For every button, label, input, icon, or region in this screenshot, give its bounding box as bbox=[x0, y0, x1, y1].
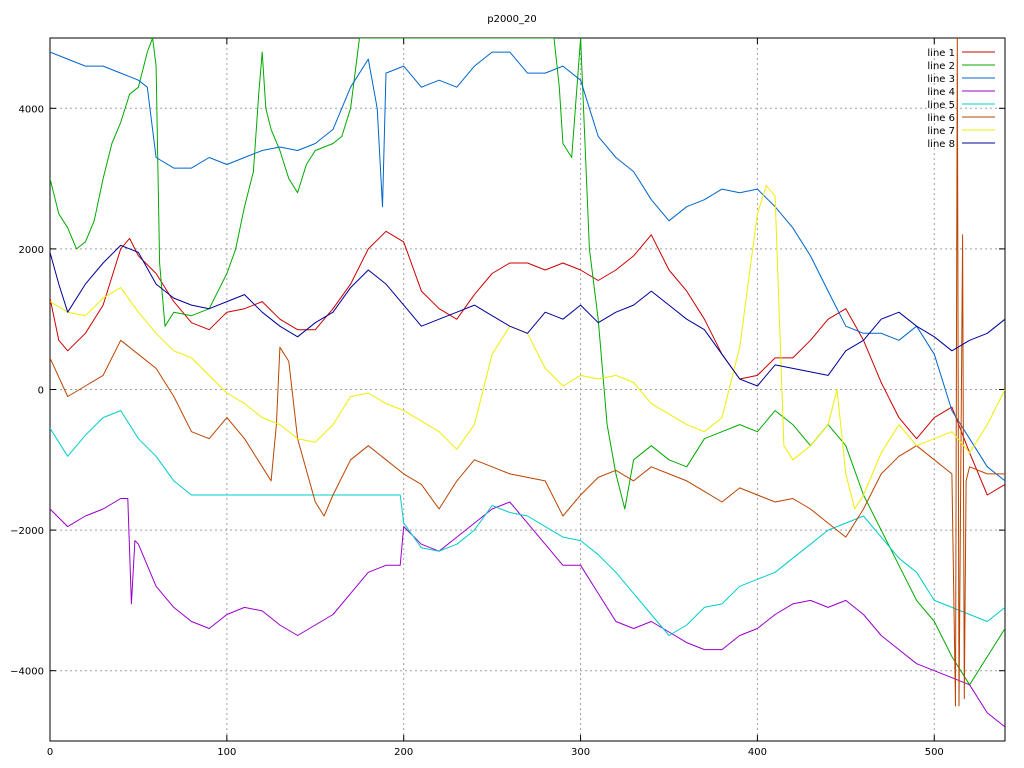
x-tick-label: 300 bbox=[571, 747, 590, 758]
series-line-4 bbox=[50, 498, 1005, 728]
x-tick-label: 0 bbox=[47, 747, 53, 758]
y-tick-label: 0 bbox=[38, 386, 44, 397]
chart-title: p2000_20 bbox=[487, 14, 537, 25]
x-tick-label: 400 bbox=[748, 747, 767, 758]
series-line-5 bbox=[50, 410, 1005, 636]
y-tick-label: −4000 bbox=[10, 667, 44, 678]
x-tick-label: 100 bbox=[217, 747, 236, 758]
x-tick-label: 500 bbox=[925, 747, 944, 758]
y-tick-label: 2000 bbox=[19, 245, 44, 256]
axis-ticks: 0 100 200 300 400 500 −4000 −2000 0 2000 4000 bbox=[10, 38, 1005, 758]
legend-label: line 8 bbox=[927, 139, 955, 150]
legend-label: line 3 bbox=[927, 74, 955, 85]
legend-label: line 6 bbox=[927, 113, 955, 124]
series-lines bbox=[50, 38, 1005, 728]
legend-label: line 7 bbox=[927, 126, 955, 137]
series-line-1 bbox=[50, 230, 1005, 496]
legend-label: line 4 bbox=[927, 87, 955, 98]
gridlines bbox=[50, 38, 1005, 741]
y-tick-label: −2000 bbox=[10, 526, 44, 537]
series-line-8 bbox=[50, 244, 1005, 387]
legend-label: line 1 bbox=[927, 48, 955, 59]
series-line-7 bbox=[50, 185, 1005, 510]
legend-label: line 2 bbox=[927, 61, 955, 72]
series-line-2 bbox=[50, 38, 1005, 686]
legend: line 1 line 2 line 3 line 4 line 5 line 6 line… bbox=[927, 48, 995, 150]
series-line-6 bbox=[50, 38, 1005, 707]
y-tick-label: 4000 bbox=[19, 104, 44, 115]
series-line-3 bbox=[50, 51, 1005, 482]
x-tick-label: 200 bbox=[394, 747, 413, 758]
legend-label: line 5 bbox=[927, 100, 955, 111]
